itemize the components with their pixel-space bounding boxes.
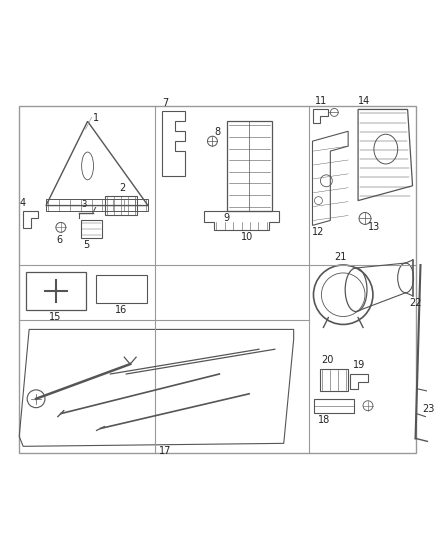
Text: 15: 15 (49, 312, 61, 321)
Text: 17: 17 (159, 446, 171, 456)
Bar (26, 272, 85, 310)
Bar (227, 122, 272, 211)
Text: 6: 6 (56, 235, 62, 245)
Text: 12: 12 (311, 228, 324, 237)
Text: 13: 13 (368, 222, 380, 232)
Text: 5: 5 (84, 240, 90, 251)
Bar (19, 107, 416, 453)
Text: 21: 21 (334, 252, 346, 262)
Bar (46, 199, 148, 211)
Text: 16: 16 (115, 305, 127, 314)
Text: 4: 4 (19, 198, 25, 207)
Text: 20: 20 (321, 355, 334, 365)
Text: 23: 23 (423, 403, 435, 414)
Bar (81, 221, 102, 238)
Bar (95, 275, 147, 303)
Text: 18: 18 (318, 415, 331, 425)
Bar (314, 399, 354, 413)
Text: 11: 11 (314, 96, 327, 107)
Bar (321, 369, 348, 391)
Text: 2: 2 (119, 183, 125, 193)
Text: 1: 1 (92, 114, 99, 124)
Text: 9: 9 (223, 214, 230, 223)
Text: 3: 3 (81, 199, 87, 208)
Text: 14: 14 (358, 96, 370, 107)
Text: 10: 10 (241, 232, 254, 243)
Text: 19: 19 (353, 360, 365, 370)
Text: 8: 8 (215, 127, 220, 137)
Text: 22: 22 (410, 298, 422, 308)
Bar (106, 196, 137, 215)
Text: 7: 7 (162, 99, 168, 109)
